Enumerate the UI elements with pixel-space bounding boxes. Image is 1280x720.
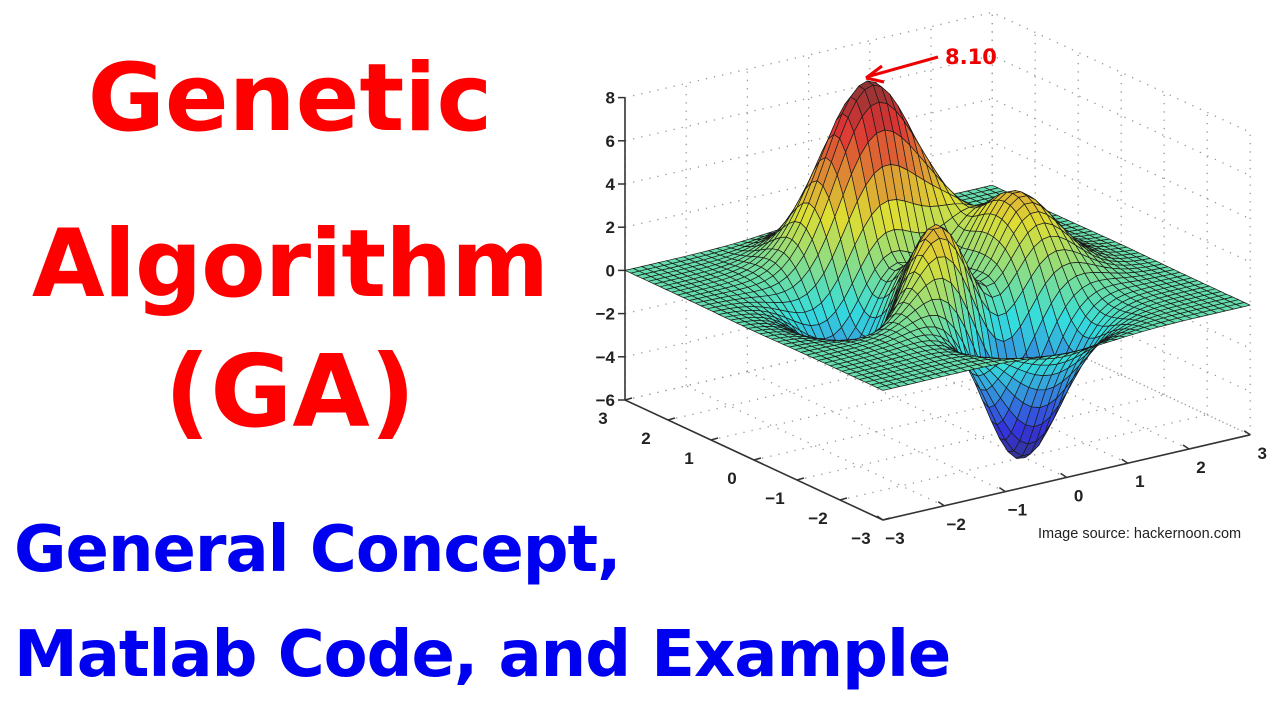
floor-grid-line — [991, 314, 1251, 436]
y-tick-label: 0 — [727, 469, 736, 488]
subtitle-line-1: General Concept, — [14, 513, 621, 587]
x-tick-mark — [1060, 472, 1068, 479]
x-tick-label: 3 — [1257, 444, 1266, 463]
x-tick-label: 2 — [1196, 458, 1205, 477]
x-tick-mark — [1182, 444, 1190, 450]
y-tick-mark — [753, 457, 762, 461]
surface — [624, 80, 1251, 459]
y-tick-label: 3 — [598, 409, 607, 428]
y-tick-mark — [710, 437, 719, 441]
annotation-label: 8.10 — [945, 45, 997, 69]
image-source-credit: Image source: hackernoon.com — [1038, 526, 1242, 542]
y-tick-label: −3 — [851, 529, 870, 548]
title-line-1: Genetic — [87, 44, 493, 153]
z-tick-label: −4 — [596, 348, 616, 367]
x-tick-mark — [1121, 458, 1129, 464]
floor-grid-line — [808, 356, 1067, 478]
x-tick-label: −3 — [885, 529, 904, 548]
wall-grid-line — [624, 54, 1251, 177]
annotation-arrow-line — [869, 55, 939, 78]
y-tick-label: 1 — [684, 449, 693, 468]
z-tick-label: −6 — [596, 391, 615, 410]
title-line-2: Algorithm — [31, 210, 549, 319]
wall-grid-line — [624, 11, 1251, 133]
wall-grid-line — [624, 314, 1251, 436]
y-tick-label: 2 — [641, 429, 650, 448]
z-tick-label: 8 — [606, 89, 615, 108]
x-tick-label: −2 — [947, 515, 966, 534]
y-tick-label: −2 — [808, 509, 827, 528]
peak-annotation: 8.10 — [865, 45, 997, 84]
z-tick-label: 4 — [606, 175, 616, 194]
x-tick-label: −1 — [1008, 501, 1027, 520]
x-tick-mark — [937, 501, 945, 507]
axes — [618, 96, 1251, 521]
floor-grid-line — [685, 385, 945, 507]
y-tick-label: −1 — [765, 489, 784, 508]
z-tick-label: 0 — [606, 261, 615, 280]
y-tick-mark — [839, 497, 848, 501]
x-tick-label: 0 — [1074, 486, 1083, 505]
wall-grid-line — [624, 141, 1251, 263]
x-tick-mark — [876, 515, 884, 521]
x-tick-label: 1 — [1135, 472, 1144, 491]
y-tick-mark — [667, 417, 676, 421]
subtitle-line-2: Matlab Code, and Example — [14, 618, 951, 692]
x-tick-mark — [998, 486, 1006, 493]
annotation-arrow-head — [865, 64, 885, 84]
z-tick-label: 6 — [606, 132, 615, 151]
surface-patch — [876, 385, 892, 391]
y-tick-mark — [796, 477, 805, 481]
title-line-3: (GA) — [164, 333, 416, 450]
z-tick-label: 2 — [606, 218, 615, 237]
y-tick-mark — [624, 397, 633, 401]
x-tick-mark — [1243, 430, 1251, 436]
wall-grid-line — [624, 98, 1251, 220]
z-tick-label: −2 — [596, 305, 615, 324]
y-tick-mark — [882, 517, 891, 521]
